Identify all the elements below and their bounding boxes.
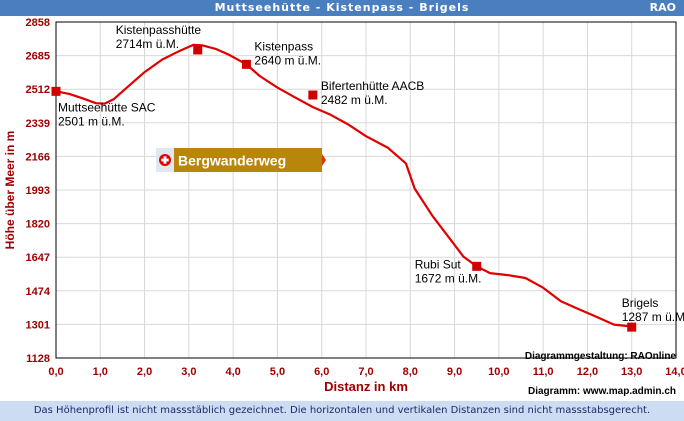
footer-bar: Das Höhenprofil ist nicht massstäblich g… [0, 401, 684, 421]
x-tick-label: 1,0 [93, 366, 108, 378]
waypoint-marker [308, 90, 318, 100]
waypoint-name: Kistenpasshütte [116, 23, 202, 37]
badge-arrow-icon [322, 154, 326, 166]
waypoint-name: Kistenpass [254, 39, 313, 53]
credit-design: Diagrammgestaltung: RAOnline [525, 351, 677, 362]
x-tick-label: 13,0 [621, 366, 642, 378]
credit-source: Diagramm: www.map.admin.ch [528, 386, 676, 397]
x-tick-labels: 0,0 1,0 2,0 3,0 4,0 5,0 6,0 7,0 8,0 9,0 10,0 11,0 12… [48, 366, 684, 378]
badge-label: Bergwanderweg [178, 153, 286, 169]
page-title: Muttseehütte - Kistenpass - Brigels [214, 1, 470, 14]
x-tick-label: 0,0 [48, 366, 63, 378]
waypoint-elevation: 1672 m ü.M. [415, 271, 482, 285]
x-tick-label: 4,0 [225, 366, 240, 378]
waypoint-name: Rubi Sut [415, 257, 462, 271]
x-tick-label: 2,0 [137, 366, 152, 378]
waypoint-name: Brigels [622, 296, 659, 310]
waypoint-elevation: 2501 m ü.M. [58, 114, 125, 128]
grid-layer [56, 22, 676, 358]
x-tick-label: 3,0 [181, 366, 196, 378]
x-tick-label: 8,0 [403, 366, 418, 378]
x-tick-label: 11,0 [533, 366, 554, 378]
x-axis-label: Distanz in km [324, 379, 408, 394]
waypoint-elevation: 1287 m ü.M. [622, 310, 684, 324]
elevation-chart: 2858 2685 2512 2339 2166 1993 1820 1647 1474 1301… [3, 17, 684, 397]
footer-note: Das Höhenprofil ist nicht massstäblich g… [33, 405, 651, 416]
x-tick-label: 10,0 [488, 366, 509, 378]
plot-frame [55, 21, 677, 359]
waypoint-elevation: 2640 m ü.M. [254, 53, 321, 67]
y-tick-labels: 2858 2685 2512 2339 2166 1993 1820 1647 1474 1301… [26, 17, 51, 365]
waypoint-elevation: 2714m ü.M. [116, 37, 179, 51]
brand-label: RAO [649, 1, 676, 14]
y-tick-label: 1647 [26, 252, 50, 264]
waypoint-elevation: 2482 m ü.M. [321, 93, 388, 107]
y-tick-label: 1993 [26, 185, 50, 197]
x-tick-label: 9,0 [447, 366, 462, 378]
y-tick-label: 2858 [26, 17, 50, 29]
badge-body [174, 148, 322, 172]
waypoint-marker [627, 322, 637, 332]
waypoint-marker [241, 59, 251, 69]
y-tick-label: 1820 [26, 219, 50, 231]
x-tick-label: 6,0 [314, 366, 329, 378]
x-tick-label: 5,0 [270, 366, 285, 378]
y-tick-label: 2166 [26, 151, 50, 163]
y-axis-label: Höhe über Meer in m [3, 131, 17, 250]
y-tick-label: 2512 [26, 84, 50, 96]
y-tick-label: 2339 [26, 118, 50, 130]
y-tick-label: 1128 [26, 353, 50, 365]
y-tick-label: 1301 [26, 319, 50, 331]
waypoint-marker [193, 45, 203, 55]
swiss-cross-icon [159, 154, 171, 166]
bergwanderweg-badge: Bergwanderweg [156, 148, 326, 172]
waypoint-name: Bifertenhütte AACB [321, 79, 424, 93]
x-tick-label: 7,0 [358, 366, 373, 378]
waypoint-marker [472, 261, 482, 271]
waypoint-name: Muttseehütte SAC [58, 100, 156, 114]
y-tick-label: 2685 [26, 51, 50, 63]
x-tick-label: 14,0 [665, 366, 684, 378]
elevation-profile-line [55, 43, 632, 328]
title-bar: Muttseehütte - Kistenpass - Brigels RAO [0, 0, 684, 16]
x-tick-label: 12,0 [577, 366, 598, 378]
y-tick-label: 1474 [26, 286, 51, 298]
waypoint-marker [51, 86, 61, 96]
